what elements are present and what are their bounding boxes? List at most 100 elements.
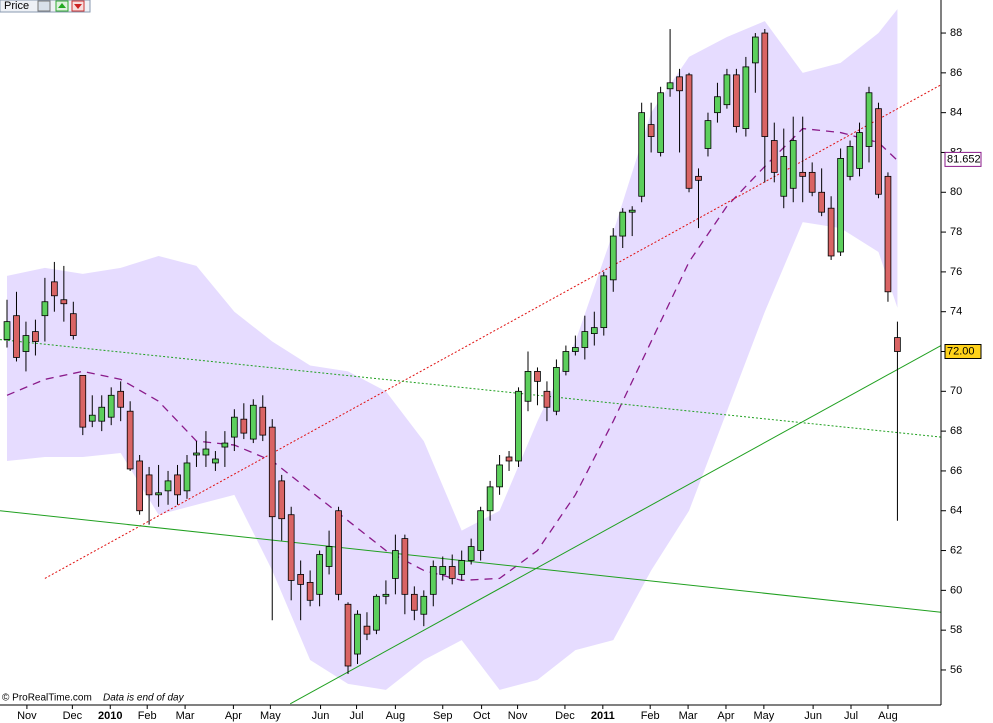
- candle-body: [486, 486, 494, 512]
- candle-body: [704, 120, 712, 149]
- x-tick-label: May: [753, 710, 774, 722]
- candle-body: [344, 603, 352, 667]
- candle-body: [714, 96, 721, 114]
- x-tick-label: Apr: [717, 710, 734, 722]
- candle-body: [373, 595, 380, 631]
- candle-body: [287, 514, 295, 581]
- candle-body: [619, 211, 627, 237]
- candle-body: [259, 406, 267, 436]
- candle-body: [145, 474, 153, 496]
- candle-body: [733, 74, 740, 127]
- candle-body: [856, 132, 863, 169]
- candle-body: [354, 613, 361, 655]
- source-text: © ProRealTime.com: [2, 693, 92, 704]
- y-tick-label: 74: [950, 306, 962, 318]
- x-tick-label: Jun: [312, 710, 330, 722]
- candle-body: [818, 191, 825, 213]
- candle-body: [837, 158, 844, 253]
- tool-icon[interactable]: [37, 0, 51, 12]
- x-tick-label: 2010: [98, 710, 122, 722]
- candle-body: [126, 410, 134, 470]
- candle-body: [723, 74, 731, 106]
- candle-body: [249, 404, 257, 440]
- candle-body: [562, 351, 570, 372]
- candle-body: [401, 538, 409, 595]
- candle-body: [240, 418, 248, 434]
- candle-body: [581, 331, 589, 348]
- candle-body: [439, 566, 447, 575]
- footer-note: Data is end of day: [103, 693, 185, 704]
- candle-body: [174, 474, 181, 496]
- candle-body: [865, 92, 873, 147]
- x-tick-label: Mar: [679, 710, 698, 722]
- candle-body: [13, 315, 20, 358]
- candle-body: [202, 448, 210, 456]
- candle-body: [278, 480, 286, 520]
- header: Price: [0, 0, 91, 13]
- trendline: [0, 339, 941, 438]
- y-tick-label: 78: [950, 226, 962, 238]
- y-tick-label: 88: [950, 27, 962, 39]
- y-tick-label: 84: [950, 107, 962, 119]
- candle-body: [742, 66, 750, 129]
- candle-body: [107, 394, 115, 418]
- candle-body: [524, 371, 532, 402]
- y-tick-label: 86: [950, 67, 962, 79]
- candle-body: [32, 331, 39, 342]
- candle-body: [183, 462, 191, 492]
- header-title: Price: [4, 0, 29, 12]
- candle-body: [221, 442, 229, 448]
- candle-body: [155, 492, 162, 496]
- candle-body: [572, 347, 579, 352]
- x-tick-label: Apr: [225, 710, 242, 722]
- candle-body: [325, 546, 333, 567]
- candle-body: [448, 566, 456, 579]
- y-tick-label: 58: [950, 624, 962, 636]
- candle-body: [88, 414, 96, 422]
- candle-body: [41, 301, 49, 317]
- candle-body: [496, 464, 503, 488]
- candle-body: [98, 406, 106, 422]
- candle-body: [136, 460, 143, 512]
- candle-body: [117, 390, 125, 408]
- candle-body: [335, 510, 342, 595]
- candle-body: [268, 426, 276, 518]
- y-tick-label: 76: [950, 266, 962, 278]
- candle-body: [846, 146, 854, 177]
- candle-body: [410, 593, 418, 611]
- candle-body: [827, 207, 835, 257]
- candle-body: [780, 156, 788, 197]
- x-tick-label: Nov: [508, 710, 528, 722]
- y-tick-label: 60: [950, 584, 962, 596]
- value-tag-label: 81.652: [947, 153, 981, 165]
- candle-body: [51, 281, 58, 297]
- x-tick-label: Feb: [641, 710, 660, 722]
- candle-body: [600, 275, 608, 329]
- candle-body: [628, 209, 636, 213]
- candle-body: [297, 574, 304, 585]
- x-tick-label: May: [260, 710, 281, 722]
- candle-body: [429, 566, 437, 595]
- candle-body: [884, 175, 892, 293]
- candle-body: [363, 625, 371, 635]
- candle-body: [685, 74, 693, 189]
- value-tag: [944, 344, 982, 360]
- candle-body: [534, 371, 541, 382]
- candle-body: [477, 510, 484, 551]
- candle-body: [458, 560, 466, 575]
- candle-body: [392, 550, 399, 579]
- x-tick-label: Jul: [844, 710, 858, 722]
- y-tick-label: 66: [950, 465, 962, 477]
- candle-body: [231, 416, 238, 438]
- candle-body: [306, 581, 314, 601]
- candle-body: [875, 108, 882, 195]
- y-tick-label: 64: [950, 505, 962, 517]
- candle-body: [609, 235, 617, 281]
- trendline: [0, 510, 941, 613]
- candle-body: [761, 32, 769, 137]
- trendline: [289, 345, 941, 705]
- up-arrow: [58, 3, 66, 8]
- x-tick-label: Aug: [386, 710, 406, 722]
- candle-body: [505, 456, 513, 462]
- candle-body: [590, 327, 598, 334]
